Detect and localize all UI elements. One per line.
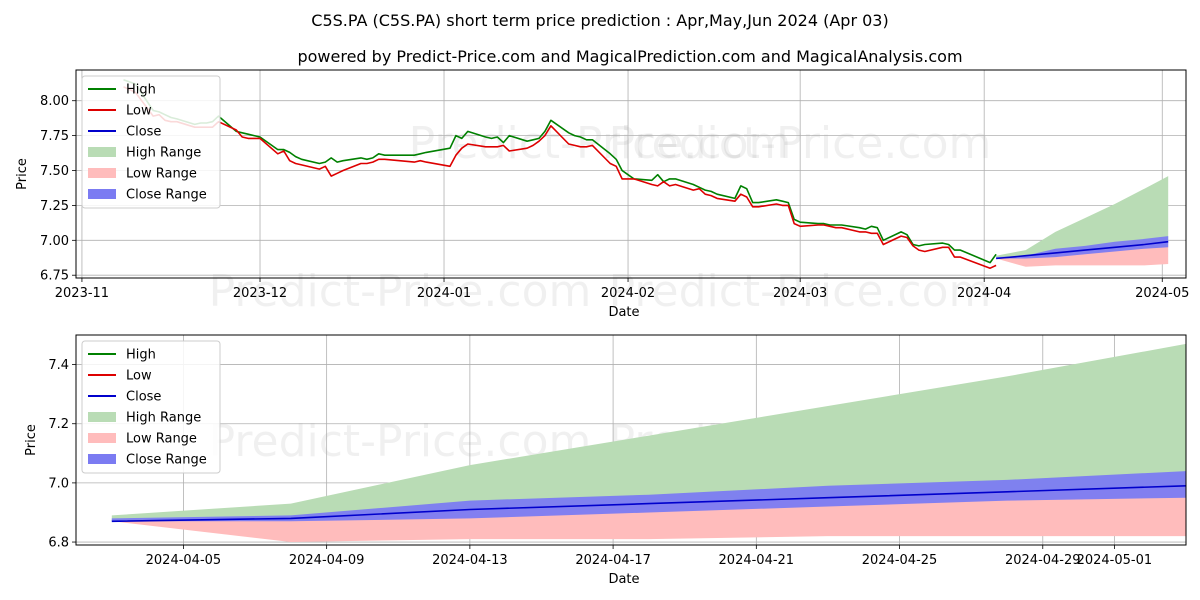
legend-label: Close	[126, 125, 161, 140]
x-axis-label: Date	[608, 572, 639, 587]
close-line	[111, 485, 1186, 523]
high-line	[123, 79, 997, 264]
close-range-band	[111, 471, 1186, 522]
low-line	[123, 86, 997, 270]
x-tick-label: 2023-11	[55, 286, 109, 301]
watermark-text: Predict-Price.com	[409, 118, 792, 169]
y-tick-label: 7.4	[48, 358, 69, 373]
axes-frame	[75, 69, 1187, 279]
x-tick-label: 2024-03	[773, 286, 827, 301]
x-tick-label: 2024-04-09	[289, 553, 365, 568]
close-line	[996, 240, 1169, 260]
legend-label: High	[126, 348, 156, 363]
high-range-band	[996, 176, 1169, 259]
legend-label: Close	[126, 390, 161, 405]
legend-box	[81, 75, 221, 209]
legend-swatch	[88, 412, 116, 422]
legend-label: High Range	[126, 411, 201, 426]
watermark-text: Predict-Price.com	[209, 266, 592, 317]
x-tick-label: 2024-04-25	[862, 553, 938, 568]
y-tick-label: 7.00	[40, 234, 69, 249]
close-range-band	[996, 236, 1169, 259]
y-tick-label: 6.8	[48, 536, 69, 551]
legend-swatch	[88, 454, 116, 464]
top-panel: Predict-Price.comPredict-Price.comPredic…	[15, 69, 1189, 320]
legend-label: Close Range	[126, 188, 207, 203]
legend: High Low Close High Range Low Range Close Ran…	[81, 340, 221, 474]
x-tick-label: 2024-04-21	[719, 553, 795, 568]
legend-box	[81, 340, 221, 474]
y-tick-label: 6.75	[40, 269, 69, 284]
y-axis-label: Price	[24, 424, 39, 456]
x-tick-label: 2024-04-05	[146, 553, 222, 568]
high-range-band	[111, 343, 1186, 522]
x-tick-label: 2024-01	[417, 286, 471, 301]
legend-label: High	[126, 83, 156, 98]
x-tick-label: 2024-04-17	[575, 553, 651, 568]
legend-swatch	[88, 189, 116, 199]
grid	[76, 70, 1186, 278]
chart-subtitle: powered by Predict-Price.com and Magical…	[297, 47, 962, 66]
y-tick-label: 7.2	[48, 417, 69, 432]
x-tick-label: 2024-02	[601, 286, 655, 301]
chart-title: C5S.PA (C5S.PA) short term price predict…	[311, 11, 888, 30]
y-tick-label: 7.75	[40, 129, 69, 144]
x-tick-label: 2024-04-29	[1005, 553, 1081, 568]
legend-label: Low	[126, 104, 152, 119]
axes-frame	[75, 334, 1187, 546]
x-tick-label: 2024-04-13	[432, 553, 508, 568]
legend-label: Low	[126, 369, 152, 384]
x-tick-label: 2023-12	[233, 286, 287, 301]
legend-swatch	[88, 147, 116, 157]
legend: High Low Close High Range Low Range Close Ran…	[81, 75, 221, 209]
legend-swatch	[88, 168, 116, 178]
y-axis-label: Price	[15, 158, 30, 190]
bottom-panel: Predict-Price.comPredict-Price.com2024-0…	[24, 334, 1187, 587]
x-tick-label: 2024-04	[957, 286, 1011, 301]
y-tick-label: 7.50	[40, 164, 69, 179]
y-tick-label: 7.25	[40, 199, 69, 214]
y-tick-label: 8.00	[40, 94, 69, 109]
legend-label: Close Range	[126, 453, 207, 468]
legend-label: High Range	[126, 146, 201, 161]
x-tick-label: 2024-05	[1135, 286, 1189, 301]
x-tick-label: 2024-05-01	[1077, 553, 1153, 568]
x-axis-label: Date	[608, 305, 639, 320]
y-tick-label: 7.0	[48, 476, 69, 491]
legend-swatch	[88, 433, 116, 443]
legend-label: Low Range	[126, 167, 197, 182]
legend-label: Low Range	[126, 432, 197, 447]
